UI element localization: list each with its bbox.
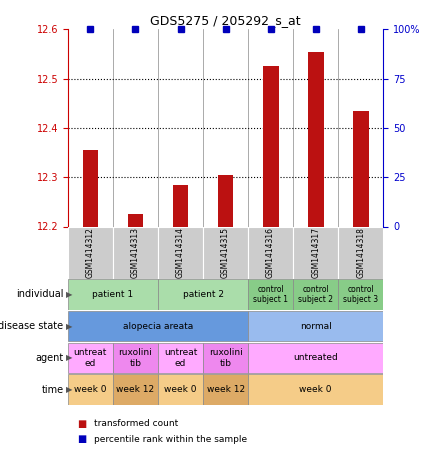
Text: patient 2: patient 2 (183, 290, 223, 299)
Text: GSM1414312: GSM1414312 (86, 227, 95, 278)
Bar (218, 175, 233, 226)
Title: GDS5275 / 205292_s_at: GDS5275 / 205292_s_at (150, 14, 301, 27)
Text: control
subject 3: control subject 3 (343, 285, 378, 304)
Text: ruxolini
tib: ruxolini tib (119, 348, 152, 367)
Bar (248, 374, 383, 405)
Bar (68, 374, 113, 405)
Text: control
subject 2: control subject 2 (298, 285, 333, 304)
Bar (158, 342, 203, 373)
Bar (338, 226, 383, 279)
Text: week 0: week 0 (74, 385, 107, 394)
Bar (68, 226, 113, 279)
Text: untreat
ed: untreat ed (164, 348, 197, 367)
Bar (263, 67, 279, 226)
Bar (158, 279, 248, 310)
Text: disease state: disease state (0, 321, 64, 331)
Text: patient 1: patient 1 (92, 290, 134, 299)
Text: untreated: untreated (293, 353, 338, 362)
Text: week 0: week 0 (164, 385, 197, 394)
Text: week 12: week 12 (117, 385, 155, 394)
Bar (353, 111, 369, 226)
Bar (68, 342, 113, 373)
Bar (293, 226, 338, 279)
Text: ruxolini
tib: ruxolini tib (208, 348, 243, 367)
Text: control
subject 1: control subject 1 (253, 285, 288, 304)
Bar (173, 185, 188, 226)
Bar (113, 374, 158, 405)
Text: agent: agent (35, 353, 64, 363)
Text: individual: individual (16, 289, 64, 299)
Bar (113, 226, 158, 279)
Bar (338, 279, 383, 310)
Text: ■: ■ (77, 419, 86, 429)
Bar (203, 342, 248, 373)
Bar (248, 226, 293, 279)
Bar (248, 279, 293, 310)
Text: GSM1414313: GSM1414313 (131, 227, 140, 278)
Bar (308, 52, 324, 226)
Bar (203, 374, 248, 405)
Text: ▶: ▶ (66, 290, 72, 299)
Bar (158, 374, 203, 405)
Bar (127, 214, 143, 226)
Bar (248, 311, 383, 342)
Text: transformed count: transformed count (94, 419, 178, 428)
Text: ▶: ▶ (66, 353, 72, 362)
Text: ▶: ▶ (66, 322, 72, 331)
Bar (68, 279, 158, 310)
Text: time: time (41, 385, 64, 395)
Bar (113, 342, 158, 373)
Text: GSM1414316: GSM1414316 (266, 227, 275, 278)
Text: ▶: ▶ (66, 385, 72, 394)
Text: week 0: week 0 (300, 385, 332, 394)
Text: percentile rank within the sample: percentile rank within the sample (94, 435, 247, 444)
Text: GSM1414318: GSM1414318 (356, 227, 365, 278)
Bar (82, 150, 98, 226)
Text: untreat
ed: untreat ed (74, 348, 107, 367)
Bar (248, 342, 383, 373)
Bar (203, 226, 248, 279)
Text: ■: ■ (77, 434, 86, 444)
Text: GSM1414315: GSM1414315 (221, 227, 230, 278)
Bar (68, 311, 248, 342)
Text: GSM1414317: GSM1414317 (311, 227, 320, 278)
Text: GSM1414314: GSM1414314 (176, 227, 185, 278)
Bar (293, 279, 338, 310)
Text: normal: normal (300, 322, 332, 331)
Bar (158, 226, 203, 279)
Text: alopecia areata: alopecia areata (123, 322, 193, 331)
Text: week 12: week 12 (206, 385, 245, 394)
